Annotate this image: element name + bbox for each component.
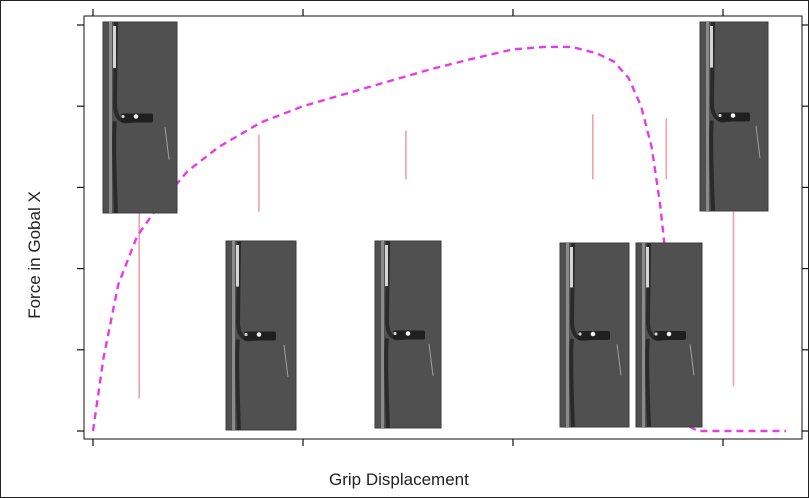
snapshot-highlight xyxy=(646,247,649,288)
marker-lines-layer xyxy=(138,114,735,399)
snapshot-small-spot xyxy=(654,332,658,336)
snapshot-bright-spot xyxy=(730,113,736,118)
snapshot-crack-mark xyxy=(283,344,289,378)
snapshot-image-6 xyxy=(699,21,769,212)
snapshot-image-2 xyxy=(225,240,297,431)
snapshot-crack-mark xyxy=(164,126,170,160)
snapshot-border xyxy=(559,242,630,428)
snapshot-small-spot xyxy=(121,114,125,119)
snapshot-border xyxy=(635,242,703,428)
snapshot-crack-mark xyxy=(689,344,695,376)
snapshot-bright-spot xyxy=(405,331,411,336)
snapshot-edge-line xyxy=(566,243,569,427)
snapshot-bright-spot xyxy=(590,331,596,337)
snapshot-border xyxy=(374,240,442,429)
snapshot-edge-line xyxy=(642,243,645,427)
snapshot-image-3 xyxy=(374,240,442,429)
snapshot-crack-mark xyxy=(616,344,622,376)
snapshot-border xyxy=(699,21,769,212)
snapshot-edge-line xyxy=(381,241,384,428)
snapshot-bright-spot xyxy=(666,331,672,337)
snapshot-highlight xyxy=(710,26,713,68)
axes-layer xyxy=(77,9,808,446)
snapshot-image-5 xyxy=(635,242,703,428)
x-axis-label: Grip Displacement xyxy=(329,470,469,489)
snapshot-images-layer xyxy=(102,21,769,431)
y-axis-label: Force in Gobal X xyxy=(25,191,44,319)
snapshot-crack-mark xyxy=(428,343,434,376)
snapshot-bright-spot xyxy=(256,332,262,337)
snapshot-edge-line xyxy=(706,22,709,211)
snapshot-edge-line xyxy=(232,241,235,430)
plot-frame xyxy=(83,15,803,440)
snapshot-crack-mark xyxy=(755,125,761,159)
snapshot-image-1 xyxy=(102,21,178,214)
snapshot-border xyxy=(225,240,297,431)
snapshot-small-spot xyxy=(578,332,582,336)
snapshot-small-spot xyxy=(393,331,397,336)
snapshot-highlight xyxy=(236,245,239,287)
snapshot-image-4 xyxy=(559,242,630,428)
snapshot-highlight xyxy=(570,247,573,288)
snapshot-small-spot xyxy=(244,332,248,337)
snapshot-bright-spot xyxy=(133,114,139,119)
snapshot-highlight xyxy=(113,26,116,69)
snapshot-border xyxy=(102,21,178,214)
snapshot-small-spot xyxy=(718,113,722,118)
snapshot-highlight xyxy=(385,245,388,287)
snapshot-edge-line xyxy=(109,22,112,213)
